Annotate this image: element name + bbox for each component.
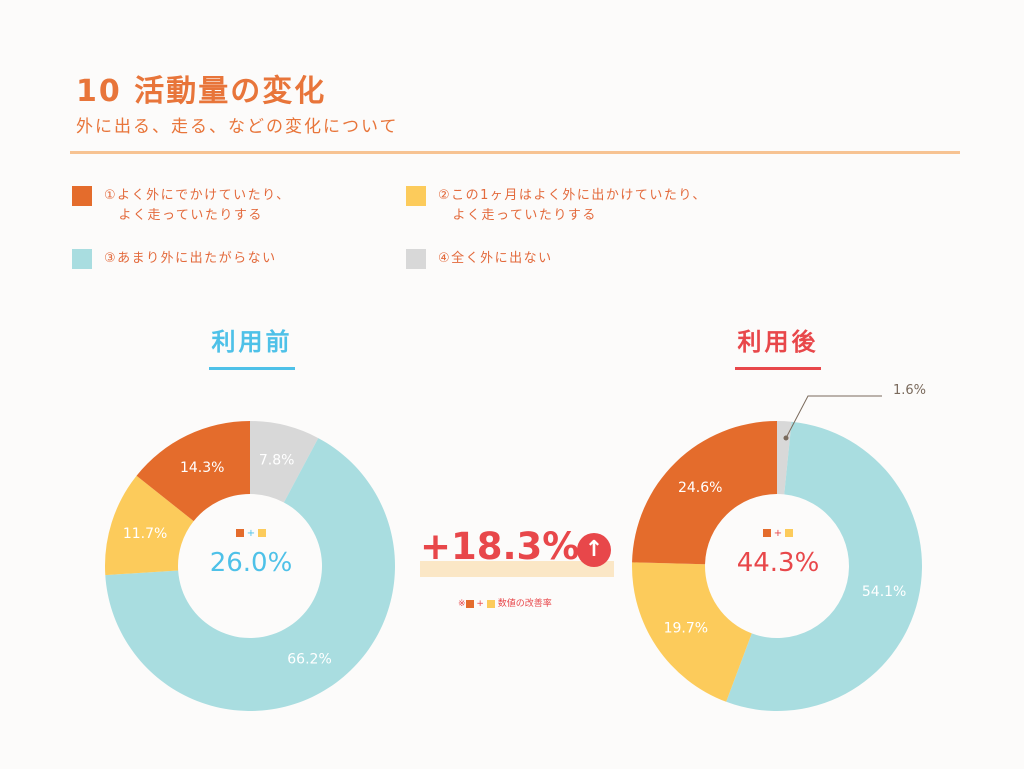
legend-item-2: ②この1ヶ月はよく外に出かけていたり、 よく走っていたりする bbox=[406, 186, 707, 226]
improvement-note-square-2 bbox=[486, 599, 495, 608]
legend-item-4: ④全く外に出ない bbox=[406, 249, 553, 269]
center-key-after-square-1 bbox=[762, 529, 771, 537]
page-subtitle: 外に出る、走る、などの変化について bbox=[76, 117, 399, 137]
slice-before-4 bbox=[250, 421, 319, 503]
improvement-note-prefix: ※ bbox=[458, 599, 466, 609]
legend-label-3: ③あまり外に出たがらない bbox=[104, 251, 277, 266]
donut-title-after-text: 利用後 bbox=[737, 328, 819, 356]
center-key-before: + bbox=[181, 528, 321, 539]
legend-label-4: ④全く外に出ない bbox=[438, 251, 553, 266]
donut-chart-before: 7.8% 66.2% 11.7% 14.3% bbox=[105, 421, 396, 711]
legend-label-1: ①よく外にでかけていたり、 よく走っていたりする bbox=[104, 188, 291, 223]
center-key-before-square-1 bbox=[235, 529, 244, 537]
slice-label-after-3: 54.1% bbox=[862, 584, 906, 600]
donut-title-before-text: 利用前 bbox=[211, 328, 293, 356]
slice-label-after-2: 19.7% bbox=[664, 621, 708, 637]
legend-item-1: ①よく外にでかけていたり、 よく走っていたりする bbox=[72, 186, 291, 226]
legend-swatch-3 bbox=[72, 249, 92, 269]
improvement-note-square-1 bbox=[465, 599, 474, 608]
slice-before-1 bbox=[136, 421, 250, 522]
legend-item-3: ③あまり外に出たがらない bbox=[72, 249, 277, 269]
arrow-up-icon: ↑ bbox=[577, 533, 611, 567]
slice-label-before-2: 11.7% bbox=[123, 526, 167, 542]
slice-label-after-4: 1.6% bbox=[893, 383, 927, 398]
center-key-after-square-2 bbox=[785, 529, 794, 537]
callout-leader-line bbox=[785, 395, 882, 439]
slice-before-2 bbox=[105, 475, 194, 576]
improvement-badge: +18.3% ↑ bbox=[420, 525, 614, 585]
legend-label-2: ②この1ヶ月はよく外に出かけていたり、 よく走っていたりする bbox=[438, 188, 707, 223]
center-key-after: + bbox=[708, 528, 848, 539]
center-key-before-square-2 bbox=[258, 529, 267, 537]
improvement-highlight bbox=[420, 561, 614, 577]
center-key-after-plus: + bbox=[773, 528, 783, 539]
donut-title-after-underline bbox=[735, 367, 821, 370]
slice-label-before-1: 14.3% bbox=[180, 460, 224, 476]
slice-label-before-4: 7.8% bbox=[259, 452, 295, 468]
header-divider bbox=[70, 151, 960, 154]
slice-before-3 bbox=[105, 438, 396, 711]
improvement-note: ※ + 数値の改善率 bbox=[458, 596, 552, 609]
legend-swatch-1 bbox=[72, 186, 92, 206]
legend-swatch-4 bbox=[406, 249, 426, 269]
slice-after-2 bbox=[632, 562, 752, 702]
donut-title-before: 利用前 bbox=[172, 322, 332, 370]
callout-leader-dot bbox=[783, 435, 789, 441]
legend-swatch-2 bbox=[406, 186, 426, 206]
donut-title-after: 利用後 bbox=[698, 322, 858, 370]
improvement-value: +18.3% bbox=[420, 525, 580, 568]
slice-after-3 bbox=[726, 421, 922, 711]
slice-after-1 bbox=[632, 421, 777, 565]
donut-title-before-underline bbox=[209, 367, 295, 370]
improvement-note-text: 数値の改善率 bbox=[497, 599, 552, 609]
slice-label-after-1: 24.6% bbox=[678, 480, 722, 496]
page-title: 10 活動量の変化 bbox=[76, 74, 327, 109]
center-key-before-plus: + bbox=[246, 528, 256, 539]
improvement-note-plus: + bbox=[476, 599, 484, 609]
center-value-before: 26.0% bbox=[209, 548, 293, 578]
center-value-after: 44.3% bbox=[736, 548, 820, 578]
slice-label-before-3: 66.2% bbox=[287, 652, 331, 668]
